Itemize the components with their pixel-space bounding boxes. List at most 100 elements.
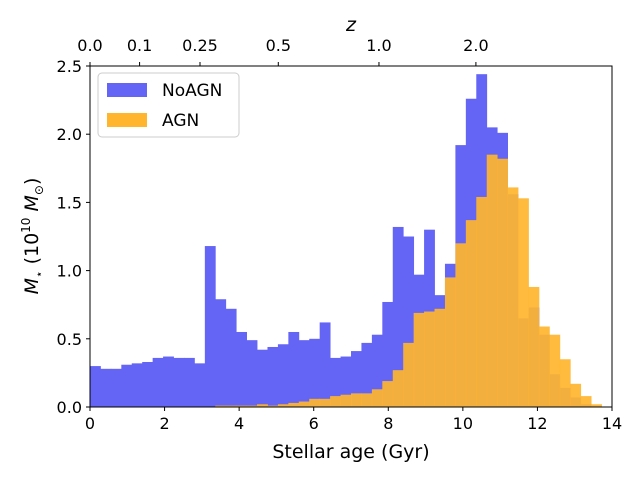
bar-agn bbox=[444, 277, 456, 407]
bar-agn bbox=[215, 405, 227, 407]
legend-swatch-noagn bbox=[107, 83, 147, 97]
bar-noagn bbox=[204, 246, 216, 407]
y-tick-label: 1.5 bbox=[57, 193, 82, 212]
x-tick-label: 8 bbox=[383, 414, 393, 433]
bar-agn bbox=[559, 359, 571, 407]
legend-label-noagn: NoAGN bbox=[162, 81, 222, 101]
bar-noagn bbox=[100, 368, 112, 407]
bar-noagn bbox=[319, 322, 331, 407]
top-tick-label: 0.25 bbox=[182, 36, 218, 55]
bar-noagn bbox=[110, 368, 122, 407]
bar-noagn bbox=[330, 357, 341, 407]
bar-noagn bbox=[382, 301, 394, 407]
x-tick-label: 4 bbox=[234, 414, 244, 433]
x-tick-label: 14 bbox=[602, 414, 622, 433]
bar-agn bbox=[236, 405, 247, 407]
top-tick-label: 0.1 bbox=[127, 36, 152, 55]
bar-agn bbox=[277, 404, 289, 407]
histogram-bars bbox=[90, 74, 602, 408]
bar-noagn bbox=[298, 340, 310, 407]
bar-agn bbox=[497, 158, 508, 407]
bar-noagn bbox=[194, 363, 206, 407]
bar-noagn bbox=[236, 331, 247, 407]
bar-noagn bbox=[131, 363, 143, 407]
bar-noagn bbox=[225, 308, 237, 407]
legend: NoAGN AGN bbox=[97, 72, 240, 138]
bar-agn bbox=[465, 220, 477, 407]
bar-agn bbox=[371, 389, 383, 407]
bar-agn bbox=[225, 405, 237, 407]
bar-agn bbox=[382, 381, 394, 407]
bar-agn bbox=[413, 312, 425, 407]
top-tick-label: 1.0 bbox=[366, 36, 391, 55]
x-tick-label: 12 bbox=[527, 414, 547, 433]
bar-agn bbox=[549, 334, 561, 407]
top-tick-label: 0.0 bbox=[77, 36, 102, 55]
bar-noagn bbox=[163, 356, 174, 407]
axes: 0 2 4 6 8 10 12 14 0.0 0.5 1.0 1.5 2.0 2.5 0.0 0.1 0.25 0… bbox=[57, 36, 623, 433]
bar-noagn bbox=[90, 366, 101, 407]
bar-noagn bbox=[152, 357, 164, 407]
bar-agn bbox=[309, 398, 321, 407]
bar-agn bbox=[424, 311, 435, 407]
bar-agn bbox=[361, 393, 373, 407]
x-tick-label: 0 bbox=[85, 414, 95, 433]
bar-agn bbox=[434, 308, 446, 407]
bar-noagn bbox=[392, 226, 404, 407]
bar-agn bbox=[591, 404, 602, 407]
bar-agn bbox=[538, 326, 550, 407]
bar-agn bbox=[455, 243, 467, 407]
y-tick-label: 0.0 bbox=[57, 398, 82, 417]
bar-noagn bbox=[183, 357, 195, 407]
bar-noagn bbox=[215, 299, 227, 407]
top-tick-label: 2.0 bbox=[463, 36, 488, 55]
bar-noagn bbox=[309, 338, 321, 407]
x-tick-label: 6 bbox=[309, 414, 319, 433]
bar-agn bbox=[330, 396, 341, 407]
y-tick-label: 2.5 bbox=[57, 57, 82, 76]
bar-agn bbox=[507, 187, 519, 407]
bar-agn bbox=[267, 405, 279, 407]
legend-swatch-agn bbox=[107, 113, 147, 127]
x-axis-label: Stellar age (Gyr) bbox=[272, 441, 429, 463]
bar-agn bbox=[476, 196, 488, 407]
bar-agn bbox=[403, 342, 415, 407]
bar-agn bbox=[518, 198, 529, 407]
y-tick-label: 0.5 bbox=[57, 330, 82, 349]
bar-agn bbox=[351, 393, 362, 407]
y-axis-label: M⋆ (1010 M⊙) bbox=[19, 178, 46, 295]
bar-agn bbox=[486, 154, 498, 407]
bar-agn bbox=[392, 370, 404, 407]
bar-noagn bbox=[277, 344, 289, 407]
top-tick-label: 0.5 bbox=[266, 36, 291, 55]
bar-agn bbox=[580, 396, 592, 407]
bar-noagn bbox=[246, 340, 258, 407]
bar-noagn bbox=[361, 342, 373, 407]
bar-agn bbox=[319, 398, 331, 407]
bar-noagn bbox=[142, 361, 154, 407]
y-tick-label: 1.0 bbox=[57, 262, 82, 281]
bar-agn bbox=[298, 401, 310, 407]
bar-agn bbox=[257, 404, 268, 407]
bar-noagn bbox=[371, 334, 383, 407]
x-tick-label: 10 bbox=[453, 414, 473, 433]
bar-agn bbox=[570, 383, 582, 407]
bar-agn bbox=[288, 402, 300, 407]
y-tick-label: 2.0 bbox=[57, 125, 82, 144]
series-agn bbox=[215, 154, 602, 407]
x-tick-label: 2 bbox=[159, 414, 169, 433]
bar-noagn bbox=[121, 364, 133, 407]
bar-noagn bbox=[288, 331, 300, 407]
bar-noagn bbox=[351, 351, 362, 407]
bar-noagn bbox=[173, 357, 185, 407]
plot-frame bbox=[89, 65, 613, 408]
bar-agn bbox=[528, 286, 540, 407]
legend-label-agn: AGN bbox=[162, 111, 199, 131]
bar-noagn bbox=[340, 356, 352, 407]
bar-noagn bbox=[403, 236, 415, 407]
bar-agn bbox=[246, 405, 258, 407]
bar-noagn bbox=[257, 349, 268, 407]
bar-agn bbox=[340, 394, 352, 407]
bar-noagn bbox=[267, 346, 279, 407]
